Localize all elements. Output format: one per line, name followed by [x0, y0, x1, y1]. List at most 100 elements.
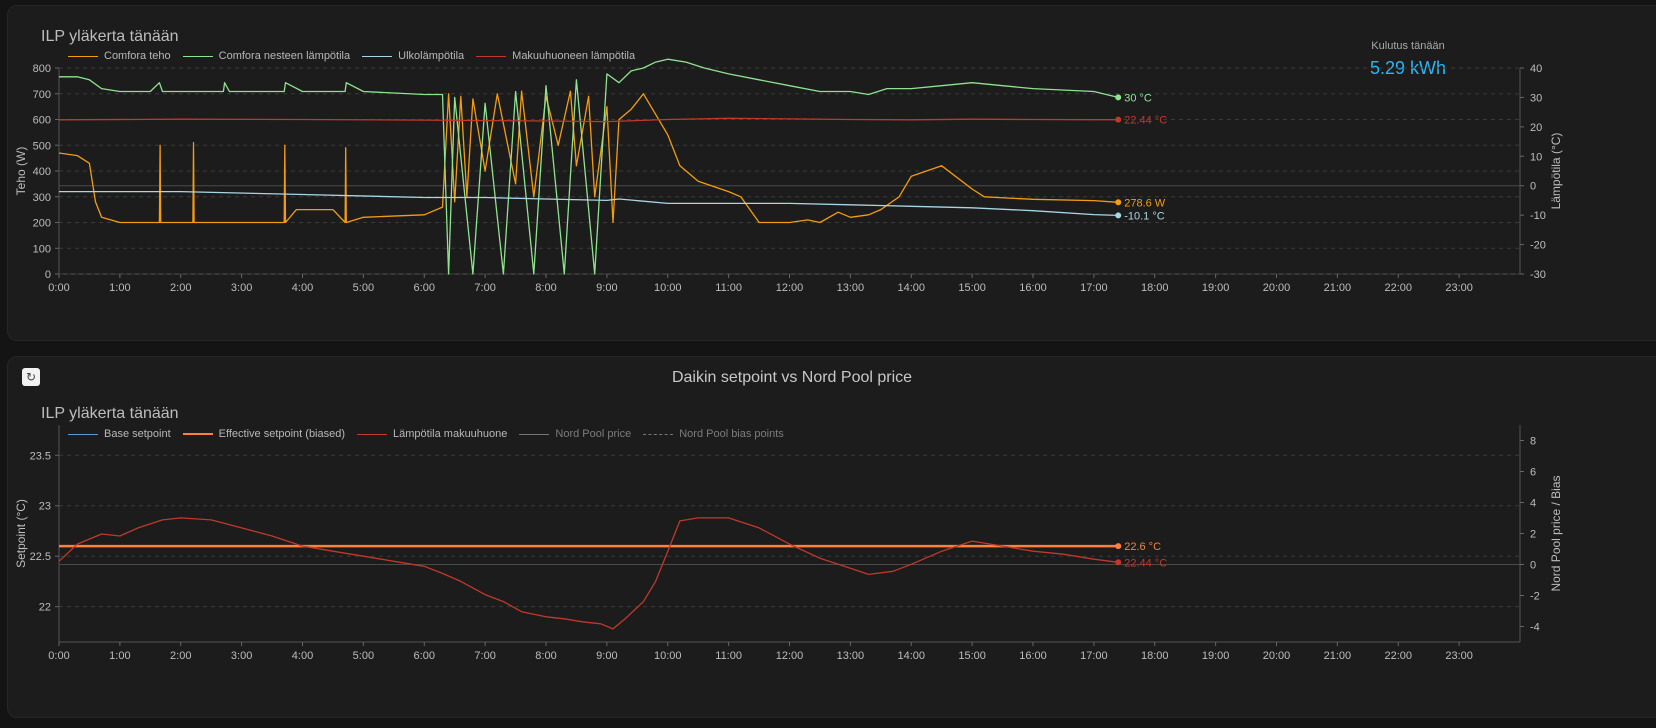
legend-item[interactable]: Ulkolämpötila — [362, 50, 464, 62]
series-end-label: 30 °C — [1124, 92, 1152, 104]
x-tick-label: 19:00 — [1202, 282, 1230, 294]
x-tick-label: 4:00 — [292, 282, 313, 294]
x-tick-label: 6:00 — [414, 650, 435, 662]
y2-axis-label: Lämpötila (°C) — [1549, 133, 1563, 210]
x-tick-label: 22:00 — [1384, 650, 1412, 662]
consumption-value: 5.29 kWh — [1369, 58, 1447, 78]
x-tick-label: 18:00 — [1141, 650, 1169, 662]
x-tick-label: 13:00 — [837, 650, 865, 662]
y-tick-label: 800 — [33, 63, 51, 75]
y-tick-label: 100 — [33, 243, 51, 255]
y-tick-label: 22.5 — [30, 551, 51, 563]
series-end-label: 22.44 °C — [1124, 115, 1167, 127]
y2-tick-label: 40 — [1530, 63, 1542, 75]
y-tick-label: 300 — [33, 192, 51, 204]
x-tick-label: 17:00 — [1080, 282, 1108, 294]
x-tick-label: 23:00 — [1445, 650, 1473, 662]
y2-tick-label: -20 — [1530, 240, 1546, 252]
y-tick-label: 0 — [45, 269, 51, 281]
y-tick-label: 200 — [33, 218, 51, 230]
y-axis-label: Teho (W) — [14, 147, 28, 196]
series-line — [58, 517, 1119, 630]
consumption-label: Kulutus tänään — [1371, 40, 1445, 52]
x-tick-label: 6:00 — [414, 282, 435, 294]
legend-label: Comfora teho — [104, 50, 171, 62]
legend-item[interactable]: Lämpötila makuuhuone — [357, 428, 507, 440]
setpoint-price-card: ↻ Daikin setpoint vs Nord Pool price ILP… — [7, 356, 1656, 718]
legend-swatch — [68, 433, 98, 435]
series-line — [59, 190, 1119, 217]
y2-tick-label: -2 — [1530, 591, 1540, 603]
series-line — [58, 117, 1119, 123]
y2-tick-label: 30 — [1530, 92, 1542, 104]
x-tick-label: 10:00 — [654, 282, 682, 294]
x-tick-label: 14:00 — [897, 282, 925, 294]
x-tick-label: 14:00 — [897, 650, 925, 662]
x-tick-label: 9:00 — [596, 650, 617, 662]
y2-tick-label: 2 — [1530, 529, 1536, 541]
card-title: ILP yläkerta tänään — [41, 28, 179, 45]
y2-tick-label: 6 — [1530, 467, 1536, 479]
y-tick-label: 23.5 — [30, 450, 51, 462]
legend-swatch — [519, 433, 550, 435]
y2-axis-label: Nord Pool price / Bias — [1549, 475, 1563, 591]
legend-swatch — [643, 433, 674, 435]
x-tick-label: 12:00 — [776, 650, 804, 662]
card-title: ILP yläkerta tänään — [41, 405, 179, 422]
legend-swatch — [182, 55, 213, 57]
x-tick-label: 18:00 — [1141, 282, 1169, 294]
x-tick-label: 16:00 — [1019, 282, 1047, 294]
x-tick-label: 1:00 — [109, 282, 130, 294]
y2-tick-label: 0 — [1530, 560, 1536, 572]
y-tick-label: 400 — [33, 166, 51, 178]
x-tick-label: 13:00 — [837, 282, 865, 294]
card-heading: Daikin setpoint vs Nord Pool price — [671, 369, 913, 386]
power-temperature-card: ILP yläkerta tänään Comfora teho Comfora … — [7, 5, 1656, 341]
legend-item[interactable]: Nord Pool price — [519, 428, 631, 440]
x-tick-label: 7:00 — [474, 282, 495, 294]
legend-item[interactable]: Comfora nesteen lämpötila — [182, 50, 350, 62]
series-end-label: 22.44 °C — [1124, 557, 1167, 569]
legend-item[interactable]: Effective setpoint (biased) — [182, 428, 346, 440]
series-end-point — [1115, 199, 1122, 206]
x-tick-label: 22:00 — [1384, 282, 1412, 294]
legend-swatch — [182, 433, 213, 435]
y2-tick-label: 8 — [1530, 436, 1536, 448]
y-tick-label: 700 — [33, 89, 51, 101]
series-line — [58, 90, 1119, 224]
y-tick-label: 22 — [39, 602, 51, 614]
series-end-point — [1115, 212, 1122, 219]
x-tick-label: 8:00 — [535, 650, 556, 662]
y-tick-label: 600 — [33, 115, 51, 127]
legend-item[interactable]: Base setpoint — [68, 428, 171, 440]
y2-tick-label: 0 — [1530, 181, 1536, 193]
y2-tick-label: 4 — [1530, 498, 1536, 510]
legend-swatch — [476, 55, 507, 57]
x-tick-label: 15:00 — [958, 650, 986, 662]
refresh-icon[interactable]: ↻ — [22, 368, 40, 386]
series-end-point — [1115, 543, 1122, 550]
x-tick-label: 10:00 — [654, 650, 682, 662]
x-tick-label: 2:00 — [170, 282, 191, 294]
legend-item[interactable]: Makuuhuoneen lämpötila — [476, 50, 635, 62]
legend-item[interactable]: Comfora teho — [68, 50, 171, 62]
series-end-point — [1115, 559, 1122, 566]
power-temperature-chart: 0 100 200 300 400 500 600 700 800 -30 -20 -10 0 10 20 3… — [14, 58, 1563, 294]
legend-item[interactable]: Nord Pool bias points — [643, 428, 784, 440]
chart-legend: Base setpoint Effective setpoint (biased)… — [68, 428, 784, 440]
legend-swatch — [362, 55, 393, 57]
y2-tick-label: 10 — [1530, 151, 1542, 163]
legend-label: Effective setpoint (biased) — [218, 428, 346, 440]
x-tick-label: 2:00 — [170, 650, 191, 662]
y-tick-label: 500 — [33, 140, 51, 152]
x-tick-label: 0:00 — [48, 282, 69, 294]
y2-tick-label: 20 — [1530, 122, 1542, 134]
series-end-label: -10.1 °C — [1124, 210, 1165, 222]
x-tick-label: 3:00 — [231, 650, 252, 662]
legend-swatch — [357, 433, 388, 435]
x-tick-label: 23:00 — [1445, 282, 1473, 294]
y2-tick-label: -30 — [1530, 269, 1546, 281]
legend-label: Makuuhuoneen lämpötila — [512, 50, 636, 62]
y-tick-label: 23 — [39, 501, 51, 513]
